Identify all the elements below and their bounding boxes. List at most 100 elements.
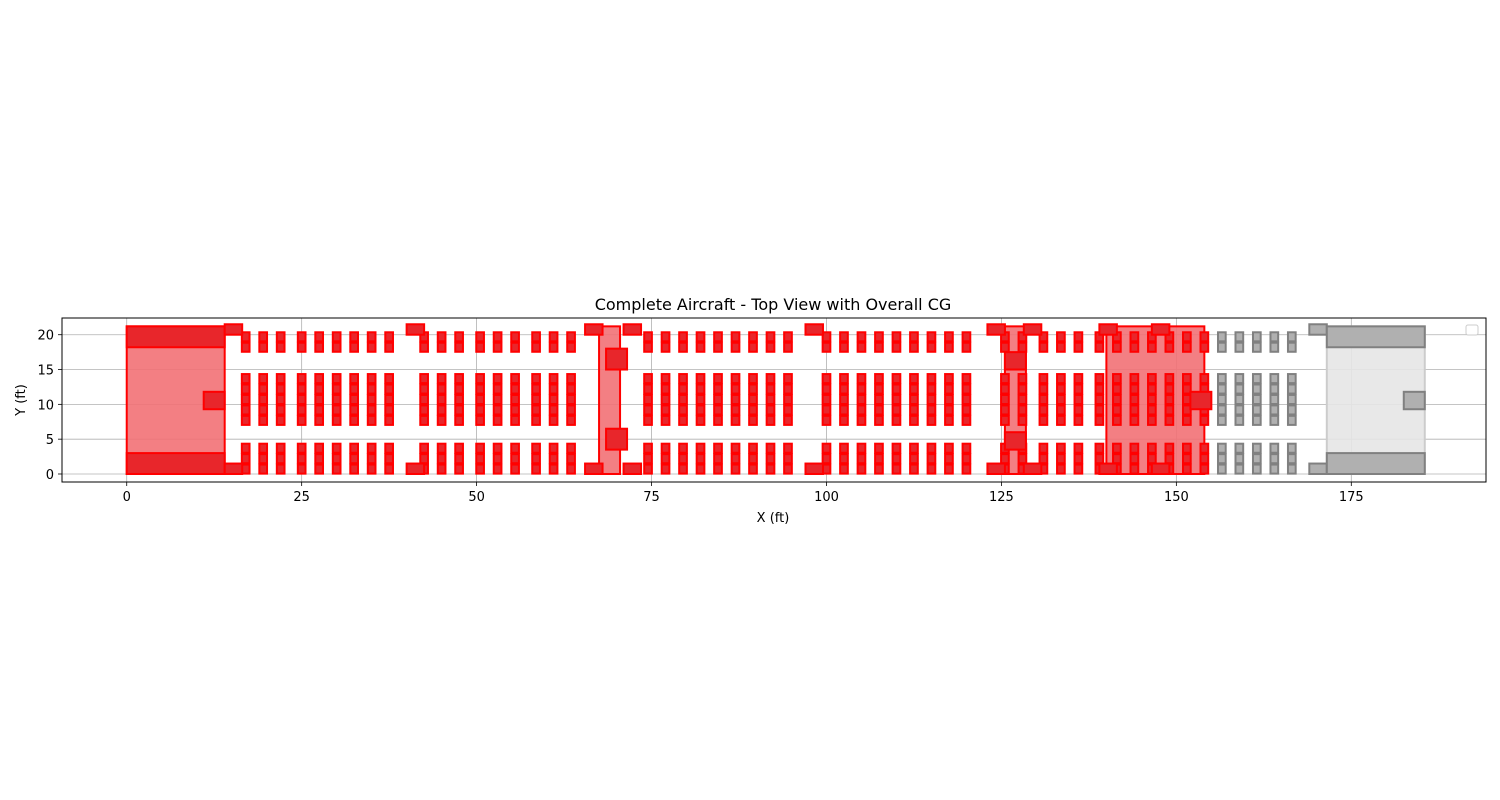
door-block: [1003, 351, 1027, 371]
seat-block: [331, 393, 342, 406]
seat-block: [713, 331, 723, 343]
seat-block: [1112, 453, 1122, 465]
seat-block: [660, 341, 671, 353]
seat-block: [240, 383, 251, 395]
door-layer: [605, 347, 1027, 451]
seat-block: [891, 442, 902, 454]
seat-block: [660, 414, 671, 426]
galley-block: [1402, 390, 1426, 411]
seat-block: [436, 442, 447, 454]
seat-block: [1147, 383, 1157, 395]
galley-block: [1308, 462, 1328, 475]
seat-block: [531, 404, 541, 416]
seat-block: [713, 463, 723, 475]
seat-block: [258, 442, 269, 454]
seat-block: [839, 404, 849, 416]
seat-block: [730, 373, 741, 385]
seat-block: [909, 383, 919, 395]
seat-block: [1216, 414, 1227, 426]
seat-block: [1251, 463, 1262, 475]
seat-block: [874, 463, 884, 475]
seat-block: [475, 404, 485, 416]
seat-block: [1112, 404, 1122, 416]
seat-block: [331, 383, 342, 395]
seat-block: [492, 373, 503, 385]
seat-block: [783, 373, 793, 385]
seat-block: [566, 331, 576, 343]
seat-block: [1199, 453, 1210, 465]
seat-block: [1056, 393, 1066, 406]
seat-block: [1251, 404, 1262, 416]
x-tick-label: 125: [989, 490, 1014, 505]
seat-block: [765, 373, 776, 385]
seat-block: [695, 463, 706, 475]
seat-block: [678, 373, 688, 385]
seat-block: [314, 442, 325, 454]
seat-block: [275, 331, 286, 343]
seat-block: [678, 383, 688, 395]
seat-block: [1164, 393, 1175, 406]
galley-block: [405, 323, 426, 336]
seat-block: [1251, 331, 1262, 343]
seat-layer: [240, 331, 1297, 475]
seat-block: [436, 373, 447, 385]
seat-block: [492, 404, 503, 416]
seat-block: [856, 393, 867, 406]
seat-block: [566, 414, 576, 426]
seat-block: [765, 404, 776, 416]
seat-block: [1129, 383, 1140, 395]
seat-block: [713, 404, 723, 416]
seat-block: [1199, 414, 1210, 426]
seat-block: [730, 341, 741, 353]
seat-block: [1251, 373, 1262, 385]
seat-block: [475, 373, 485, 385]
seat-block: [730, 453, 741, 465]
seat-block: [366, 414, 377, 426]
seat-block: [419, 414, 429, 426]
seat-block: [1164, 414, 1175, 426]
seat-block: [1286, 414, 1297, 426]
seat-block: [678, 404, 688, 416]
seat-block: [1147, 453, 1157, 465]
seat-block: [909, 331, 919, 343]
seat-block: [891, 341, 902, 353]
x-tick-label: 100: [814, 490, 839, 505]
seat-block: [492, 393, 503, 406]
seat-block: [961, 442, 972, 454]
x-tick-label: 50: [468, 490, 485, 505]
seat-block: [566, 393, 576, 406]
seat-block: [510, 442, 520, 454]
seat-block: [1056, 442, 1066, 454]
seat-block: [240, 331, 251, 343]
seat-block: [730, 383, 741, 395]
seat-block: [660, 404, 671, 416]
seat-block: [275, 442, 286, 454]
seat-block: [258, 463, 269, 475]
seat-block: [839, 393, 849, 406]
seat-block: [678, 453, 688, 465]
seat-block: [454, 414, 464, 426]
seat-block: [1216, 463, 1227, 475]
seat-block: [510, 404, 520, 416]
seat-block: [1000, 453, 1010, 465]
seat-block: [643, 404, 653, 416]
seat-block: [349, 404, 359, 416]
seat-block: [258, 453, 269, 465]
galley-block: [622, 462, 643, 475]
seat-block: [531, 383, 541, 395]
seat-block: [1038, 393, 1049, 406]
seat-block: [436, 463, 447, 475]
seat-block: [384, 341, 394, 353]
seat-block: [1129, 393, 1140, 406]
seat-block: [436, 404, 447, 416]
seat-block: [748, 383, 758, 395]
seat-block: [1017, 373, 1028, 385]
seat-block: [384, 331, 394, 343]
seat-block: [748, 373, 758, 385]
seat-block: [1000, 373, 1010, 385]
seat-block: [839, 453, 849, 465]
seat-block: [366, 331, 377, 343]
seat-block: [275, 373, 286, 385]
seat-block: [1269, 442, 1280, 454]
seat-block: [366, 383, 377, 395]
